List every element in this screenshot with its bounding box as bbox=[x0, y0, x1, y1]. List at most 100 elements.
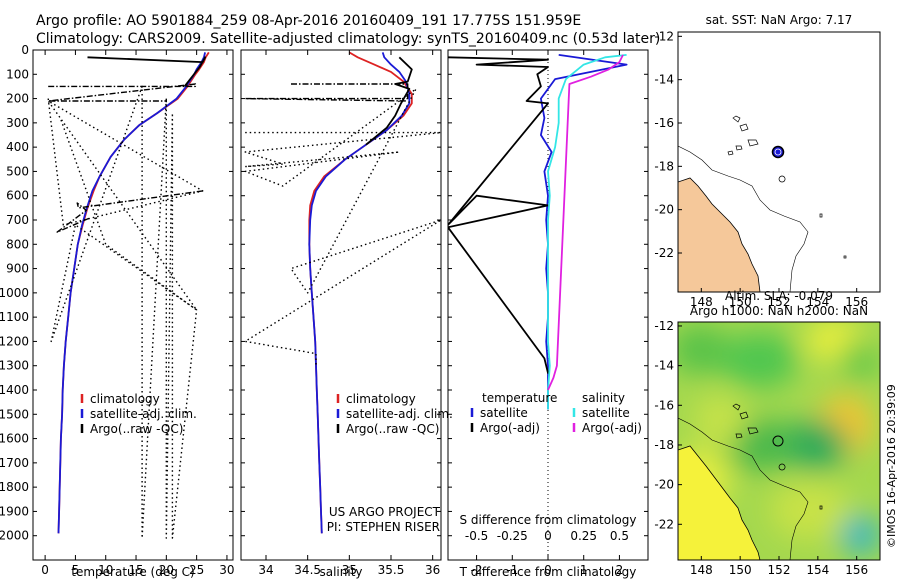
difference-series-1 bbox=[448, 56, 549, 374]
depth-tick-label: 1500 bbox=[0, 407, 29, 421]
difference-lines bbox=[448, 54, 628, 410]
difference-x-ticks: -2 -1 0 1 2 bbox=[471, 50, 624, 577]
legend-label-t-argo: Argo(-adj) bbox=[480, 421, 540, 435]
map-ytick-label: -18 bbox=[654, 159, 674, 173]
salinity-diff-tick-label: 0.5 bbox=[610, 529, 629, 543]
salinity-diff-tick-label: -0.5 bbox=[465, 529, 488, 543]
sla-map-ticks: 148 150 152 154 156 -12 -14 -16 -18 -20 -22 bbox=[654, 319, 868, 577]
map-ytick-label: -20 bbox=[654, 478, 674, 492]
temperature-xtick-label: 30 bbox=[219, 563, 234, 577]
depth-tick-label: 1300 bbox=[0, 359, 29, 373]
salinity-xtick-label: 35.5 bbox=[378, 563, 405, 577]
map-ytick-label: -12 bbox=[654, 319, 674, 333]
map-xtick-label: 150 bbox=[729, 295, 752, 309]
map-ytick-label: -16 bbox=[654, 116, 674, 130]
temperature-xtick-label: 0 bbox=[41, 563, 49, 577]
map-ytick-label: -22 bbox=[654, 517, 674, 531]
reef-islands bbox=[727, 115, 847, 259]
legend-label-argo: Argo(..raw -QC) bbox=[346, 422, 439, 436]
temperature-series-2 bbox=[87, 56, 207, 87]
australia-coast-sla bbox=[678, 445, 761, 560]
legend-label-climatology: climatology bbox=[346, 392, 416, 406]
map-ytick-label: -18 bbox=[654, 438, 674, 452]
depth-tick-label: 400 bbox=[6, 140, 29, 154]
temperature-xtick-label: 5 bbox=[72, 563, 80, 577]
salinity-series-3 bbox=[244, 83, 409, 102]
temperature-x-ticks: 0 5 10 15 20 25 30 bbox=[41, 50, 235, 577]
salinity-xtick-label: 36 bbox=[425, 563, 440, 577]
credit-project: US ARGO PROJECT bbox=[329, 505, 441, 519]
map-xtick-label: 156 bbox=[845, 563, 868, 577]
temperature-xtick-label: 25 bbox=[189, 563, 204, 577]
temperature-legend: climatology satellite-adj. clim. Argo(..… bbox=[80, 392, 197, 436]
salinity-panel: 34 34.5 35 35.5 36 salinity climatology sate… bbox=[240, 49, 453, 579]
depth-tick-label: 2000 bbox=[0, 529, 29, 543]
continental-shelf-contour bbox=[678, 145, 809, 292]
difference-legend-salinity: salinity satellite Argo(-adj) bbox=[572, 391, 642, 435]
temperature-axes-frame bbox=[32, 49, 234, 561]
depth-tick-label: 600 bbox=[6, 189, 29, 203]
map-ytick-label: -20 bbox=[654, 203, 674, 217]
map-ytick-label: -22 bbox=[654, 246, 674, 260]
sla-map-subtitle: Argo h1000: NaN h2000: NaN bbox=[690, 304, 868, 318]
argo-float-ring bbox=[774, 148, 782, 156]
temperature-series-3 bbox=[47, 83, 197, 102]
map-xtick-label: 148 bbox=[690, 295, 713, 309]
difference-xtick-label: 2 bbox=[616, 563, 624, 577]
sst-map-panel: sat. SST: NaN Argo: 7.17 148 150 152 154 156… bbox=[654, 13, 881, 309]
header-title-line2: Climatology: CARS2009. Satellite-adjuste… bbox=[36, 31, 660, 47]
depth-tick-label: 1100 bbox=[0, 310, 29, 324]
salinity-legend: climatology satellite-adj. clim. Argo(..… bbox=[336, 392, 453, 436]
difference-series-3 bbox=[547, 54, 624, 391]
salinity-diff-tick-label: 0 bbox=[544, 529, 552, 543]
depth-tick-label: 1200 bbox=[0, 334, 29, 348]
sla-map-title: Altim. SLA: -0.079 bbox=[725, 289, 833, 303]
legend-title-salinity: salinity bbox=[582, 391, 625, 405]
depth-axis-ticks: 0 100 200 300 400 500 600 700 800 900 1000 1100 1200… bbox=[0, 43, 648, 543]
map-xtick-label: 150 bbox=[729, 563, 752, 577]
temperature-series-5 bbox=[47, 85, 204, 539]
difference-legend-temperature: temperature satellite Argo(-adj) bbox=[470, 391, 557, 435]
temperature-series-0 bbox=[57, 51, 210, 534]
salinity-diff-tick-label: 0.25 bbox=[570, 529, 597, 543]
temperature-xtick-label: 10 bbox=[98, 563, 113, 577]
salinity-diff-ticks: -0.5 -0.25 0 0.25 0.5 bbox=[465, 529, 629, 543]
salinity-axes-frame bbox=[240, 49, 442, 561]
sla-map-panel: Altim. SLA: -0.079 Argo h1000: NaN h2000… bbox=[654, 289, 881, 577]
difference-panel: -2 -1 0 1 2 -0.5 -0.25 0 0.25 0.5 S difference f… bbox=[447, 49, 649, 579]
argo-float-marker-sla bbox=[772, 435, 784, 447]
map-ytick-label: -14 bbox=[654, 359, 674, 373]
legend-label-satellite: satellite-adj. clim. bbox=[346, 407, 453, 421]
sst-map-ticks: 148 150 152 154 156 -12 -14 -16 -18 -20 -22 bbox=[654, 29, 868, 309]
s-difference-label: S difference from climatology bbox=[460, 513, 637, 527]
map-xtick-label: 152 bbox=[768, 563, 791, 577]
legend-label-t-satellite: satellite bbox=[480, 406, 528, 420]
salinity-series-4 bbox=[244, 88, 441, 366]
salinity-xtick-label: 35 bbox=[342, 563, 357, 577]
credit-pi: PI: STEPHEN RISER bbox=[327, 520, 440, 534]
salinity-x-ticks: 34 34.5 35 35.5 36 bbox=[258, 50, 440, 577]
reef-islands-sla bbox=[732, 403, 823, 510]
map-xtick-label: 152 bbox=[768, 295, 791, 309]
legend-title-temperature: temperature bbox=[482, 391, 557, 405]
salinity-xlabel: salinity bbox=[319, 565, 362, 579]
map-ytick-label: -14 bbox=[654, 73, 674, 87]
depth-tick-label: 1800 bbox=[0, 480, 29, 494]
sst-map-title: sat. SST: NaN Argo: 7.17 bbox=[706, 13, 853, 27]
depth-tick-label: 1600 bbox=[0, 432, 29, 446]
depth-tick-label: 800 bbox=[6, 237, 29, 251]
difference-xtick-label: 0 bbox=[544, 563, 552, 577]
difference-series-0 bbox=[540, 54, 628, 410]
map-ytick-label: -16 bbox=[654, 398, 674, 412]
legend-label-climatology: climatology bbox=[90, 392, 160, 406]
salinity-diff-tick-label: -0.25 bbox=[497, 529, 528, 543]
salinity-lines bbox=[244, 51, 441, 534]
depth-tick-label: 200 bbox=[6, 92, 29, 106]
depth-tick-label: 500 bbox=[6, 164, 29, 178]
map-xtick-label: 154 bbox=[806, 563, 829, 577]
temperature-xlabel: temperature (deg C) bbox=[71, 565, 194, 579]
australia-coast bbox=[678, 177, 761, 292]
salinity-xtick-label: 34 bbox=[258, 563, 273, 577]
depth-tick-label: 1900 bbox=[0, 504, 29, 518]
